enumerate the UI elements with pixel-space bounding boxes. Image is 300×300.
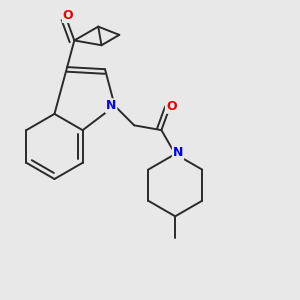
Text: N: N [106, 99, 116, 112]
Text: O: O [63, 9, 74, 22]
Text: O: O [166, 100, 176, 113]
Text: N: N [173, 146, 183, 159]
